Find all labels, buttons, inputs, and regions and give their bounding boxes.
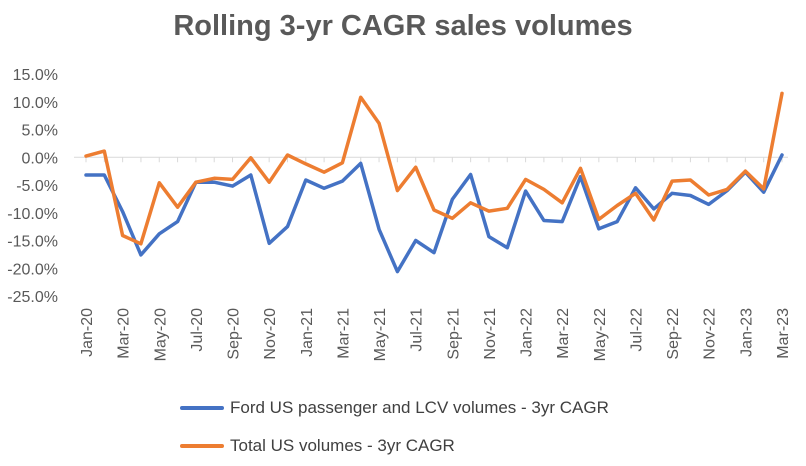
x-tick-label: Mar-23 — [775, 308, 792, 359]
series-line-total — [84, 91, 784, 246]
x-tick-label: Jul-20 — [189, 308, 206, 352]
x-tick-label: Jan-21 — [299, 308, 316, 357]
y-tick-label: -5.0% — [16, 178, 58, 195]
y-tick-label: 15.0% — [13, 67, 58, 84]
y-tick-label: 5.0% — [22, 123, 58, 140]
legend-item-ford: Ford US passenger and LCV volumes - 3yr … — [180, 398, 609, 418]
y-axis-labels: 15.0% 10.0% 5.0% 0.0% -5.0% -10.0% -15.0% -20.0… — [7, 67, 58, 306]
x-axis-ticks — [85, 157, 783, 163]
legend-swatch-ford — [180, 406, 224, 410]
y-tick-label: 10.0% — [13, 95, 58, 112]
x-tick-label: Mar-20 — [116, 308, 133, 359]
x-tick-label: Nov-21 — [482, 308, 499, 360]
x-tick-label: Jul-21 — [409, 308, 426, 352]
y-tick-label: 0.0% — [22, 150, 58, 167]
y-tick-label: -20.0% — [7, 261, 58, 278]
x-tick-label: Mar-21 — [335, 308, 352, 359]
legend-swatch-total — [180, 444, 224, 448]
y-tick-label: -15.0% — [7, 234, 58, 251]
legend-label-ford: Ford US passenger and LCV volumes - 3yr … — [230, 398, 609, 417]
y-tick-label: -10.0% — [7, 206, 58, 223]
chart-title: Rolling 3-yr CAGR sales volumes — [173, 10, 633, 42]
x-tick-label: May-22 — [592, 308, 609, 361]
x-tick-label: Sep-21 — [445, 308, 462, 360]
x-tick-label: May-20 — [152, 308, 169, 361]
series-line-ford — [84, 153, 784, 274]
x-tick-label: Nov-20 — [262, 308, 279, 360]
x-tick-label: May-21 — [372, 308, 389, 361]
series-group — [84, 91, 784, 274]
x-tick-label: Mar-22 — [555, 308, 572, 359]
x-tick-label: Jan-22 — [519, 308, 536, 357]
x-axis-labels: Jan-20 Mar-20 May-20 Jul-20 Sep-20 Nov-20 Jan-… — [79, 308, 792, 361]
x-tick-label: Sep-22 — [665, 308, 682, 360]
legend-label-total: Total US volumes - 3yr CAGR — [230, 436, 455, 455]
y-tick-label: -25.0% — [7, 289, 58, 306]
x-tick-label: Sep-20 — [226, 308, 243, 360]
x-tick-label: Nov-22 — [702, 308, 719, 360]
legend-item-total: Total US volumes - 3yr CAGR — [180, 436, 455, 456]
x-tick-label: Jan-23 — [738, 308, 755, 357]
x-tick-label: Jan-20 — [79, 308, 96, 357]
x-tick-label: Jul-22 — [628, 308, 645, 352]
